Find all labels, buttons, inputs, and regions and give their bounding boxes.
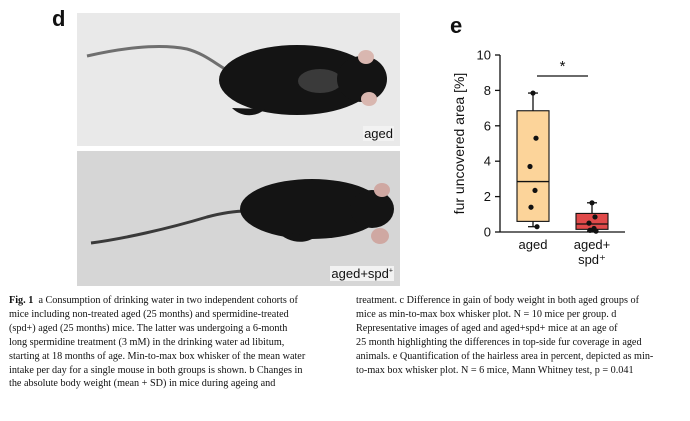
x-tick-label: spd⁺ [578, 252, 606, 267]
fur-uncovered-box-plot: 0 2 4 6 8 10 fur uncovered area [%] aged aged+sp… [451, 48, 625, 267]
data-point [530, 90, 536, 96]
figure-label: Fig. 1 [9, 295, 34, 306]
caption-line: to-max box whisker plot. N = 6 mice, Man… [356, 364, 634, 376]
y-tick-label: 10 [477, 48, 491, 63]
figure-caption-left: Fig. 1 a Consumption of drinking water i… [9, 294, 331, 391]
x-tick-label: aged [519, 237, 548, 252]
caption-line: starting at 18 months of age. Min-to-max… [9, 350, 306, 362]
spd-mouse-image [77, 151, 400, 286]
caption-line: (spd+) aged (25 months) mice. The latter… [9, 322, 288, 334]
data-point [532, 187, 538, 194]
data-point [527, 163, 533, 170]
y-tick-label: 0 [484, 225, 491, 240]
data-point [534, 224, 540, 230]
data-point [589, 200, 595, 206]
data-point [592, 214, 598, 220]
photo-aged-mouse: aged [77, 13, 400, 146]
y-tick-label: 8 [484, 83, 491, 98]
panel-e-letter: e [450, 13, 463, 38]
photo-label-aged-spd: aged+spd+ [330, 266, 394, 281]
caption-line: long spermidine treatment (3 mM) in the … [9, 336, 285, 348]
caption-line: intake per day for a single mouse in bot… [9, 364, 303, 376]
y-tick-label: 6 [484, 118, 491, 133]
significance-star: * [560, 58, 566, 75]
photo-label-aged: aged [363, 126, 394, 141]
photo-spd-mouse: aged+spd+ [77, 151, 400, 286]
caption-line: treatment. c Difference in gain of body … [356, 295, 639, 306]
x-tick-label: aged+ [574, 237, 611, 252]
data-point [528, 204, 534, 210]
data-point [587, 227, 593, 233]
figure-caption-right: treatment. c Difference in gain of body … [356, 294, 678, 377]
data-point [533, 135, 539, 141]
panel-d-letter: d [52, 6, 66, 31]
y-tick-label: 4 [484, 154, 491, 169]
y-axis-label: fur uncovered area [%] [451, 73, 467, 215]
box [516, 110, 550, 222]
caption-line: 25 month highlighting the differences in… [356, 336, 642, 348]
caption-line: mice including non-treated aged (25 mont… [9, 308, 289, 320]
caption-line: animals. e Quantification of the hairles… [356, 350, 654, 362]
caption-line: the absolute body weight (mean + SD) in … [9, 378, 276, 390]
caption-line: Representative images of aged and aged+s… [356, 322, 618, 334]
data-point [593, 228, 599, 234]
y-tick-label: 2 [484, 189, 491, 204]
caption-line: a Consumption of drinking water in two i… [38, 295, 298, 306]
caption-line: mice as min-to-max box whisker plot. N =… [356, 308, 617, 320]
aged-mouse-image [77, 13, 400, 146]
data-point [586, 220, 592, 226]
